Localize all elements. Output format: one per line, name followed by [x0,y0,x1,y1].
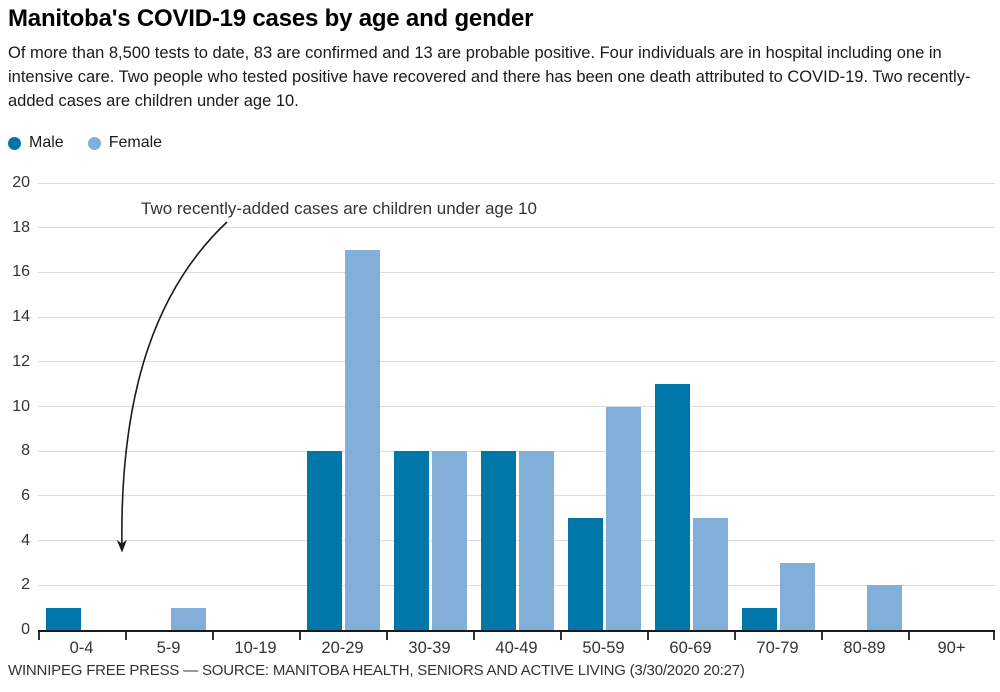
y-tick-label-8: 8 [21,442,30,460]
legend-label: Female [108,134,163,151]
bar-female-50-59 [606,406,641,630]
x-tick-label-50-59: 50-59 [582,639,625,657]
annotation-text: Two recently-added cases are children un… [141,199,537,218]
gridline-12 [38,361,995,363]
bar-male-20-29 [307,451,342,630]
bar-female-70-79 [780,562,815,630]
bar-male-60-69 [655,384,690,630]
legend: Male Female [8,134,162,152]
bar-male-30-39 [394,451,429,630]
chart-subtitle: Of more than 8,500 tests to date, 83 are… [8,44,971,110]
x-tick-mark [299,632,301,640]
bar-male-40-49 [481,451,516,630]
x-tick-label-40-49: 40-49 [495,639,538,657]
legend-label: Male [29,134,64,151]
x-tick-mark [212,632,214,640]
gridline-6 [38,495,995,497]
gridline-16 [38,271,995,273]
x-tick-mark [821,632,823,640]
source-credit: WINNIPEG FREE PRESS — SOURCE: MANITOBA H… [8,662,745,679]
x-tick-label-80-89: 80-89 [843,639,886,657]
x-tick-label-90+: 90+ [937,639,966,657]
y-tick-label-0: 0 [21,621,30,638]
bar-female-60-69 [693,518,728,630]
y-tick-label-2: 2 [21,576,30,594]
bar-female-80-89 [867,585,902,630]
bar-female-20-29 [345,250,380,630]
page-title: Manitoba's COVID-19 cases by age and gen… [8,5,534,32]
legend-item-male: Male [8,134,64,152]
y-tick-label-16: 16 [12,263,30,281]
y-tick-label-10: 10 [12,397,30,415]
x-tick-mark [734,632,736,640]
x-tick-mark [38,632,40,640]
y-tick-label-20: 20 [12,174,30,191]
x-tick-label-70-79: 70-79 [756,639,799,657]
y-tick-label-12: 12 [12,352,30,370]
x-tick-label-30-39: 30-39 [408,639,451,657]
gridline-2 [38,584,995,586]
y-tick-label-14: 14 [12,308,30,326]
legend-dot-female [87,136,101,150]
y-tick-label-18: 18 [12,218,30,236]
gridline-14 [38,316,995,318]
bar-female-40-49 [519,451,554,630]
bar-male-0-4 [46,607,81,630]
bar-male-50-59 [568,518,603,630]
x-tick-mark [908,632,910,640]
bar-female-5-9 [171,607,206,630]
x-tick-mark [647,632,649,640]
bar-male-70-79 [742,607,777,630]
x-tick-mark [125,632,127,640]
gridline-10 [38,406,995,407]
legend-dot-male [8,136,21,150]
x-tick-label-20-29: 20-29 [321,639,364,657]
y-tick-label-6: 6 [21,486,30,504]
x-tick-label-60-69: 60-69 [669,639,712,657]
x-tick-mark [386,632,388,640]
gridline-4 [38,540,995,542]
gridline-18 [38,227,995,229]
x-tick-label-0-4: 0-4 [69,639,94,657]
x-tick-mark [473,632,475,640]
x-tick-label-5-9: 5-9 [156,639,181,657]
x-tick-mark [560,632,562,640]
x-tick-label-10-19: 10-19 [234,639,277,657]
y-tick-label-4: 4 [21,531,30,549]
x-tick-mark [993,632,995,640]
legend-item-female: Female [87,134,163,152]
gridline-8 [38,450,995,452]
x-axis-line [38,630,995,632]
bar-female-30-39 [432,451,467,630]
gridline-20 [38,182,995,184]
